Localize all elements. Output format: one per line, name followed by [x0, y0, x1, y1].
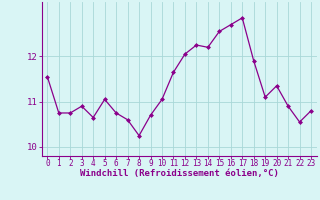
X-axis label: Windchill (Refroidissement éolien,°C): Windchill (Refroidissement éolien,°C): [80, 169, 279, 178]
